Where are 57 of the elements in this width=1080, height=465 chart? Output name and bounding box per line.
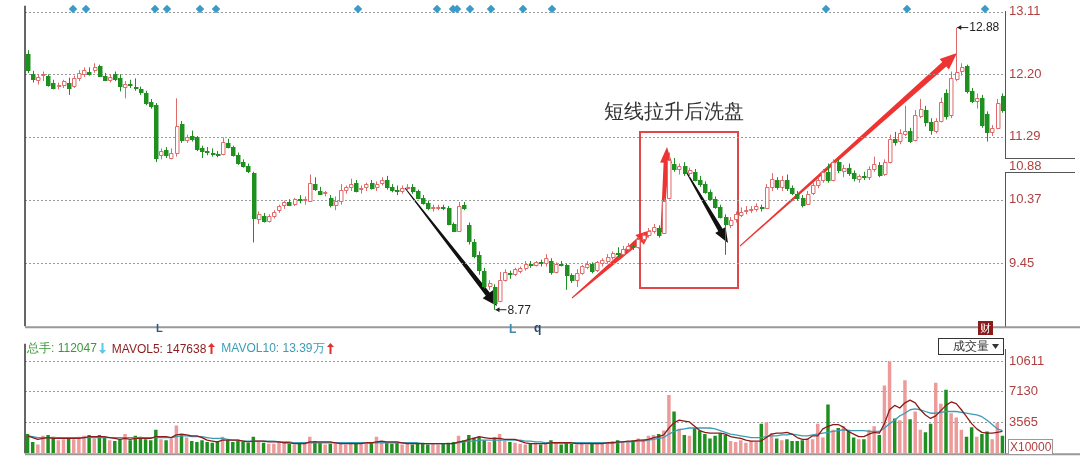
annotation: L: [509, 322, 517, 336]
bar: [400, 444, 404, 454]
y-tick-label: 10.37: [1009, 191, 1042, 207]
bar: [441, 443, 445, 454]
bar: [826, 404, 830, 454]
y-tick-label: 13.11: [1009, 3, 1041, 19]
bar: [128, 440, 132, 454]
bar: [426, 444, 430, 454]
bar: [672, 411, 676, 454]
candlestick: [1001, 92, 1006, 114]
bar: [949, 413, 953, 454]
candlestick: [826, 163, 831, 184]
bar: [164, 440, 168, 454]
annotation: 成交量: [953, 338, 989, 355]
bar: [944, 389, 948, 454]
bar: [975, 436, 979, 454]
candlestick: [924, 105, 929, 127]
bar: [780, 440, 784, 454]
bar: [913, 411, 917, 454]
bar: [169, 438, 173, 454]
bar: [323, 444, 327, 454]
annotation: 财: [978, 321, 993, 335]
bar: [939, 403, 943, 454]
bar: [862, 439, 866, 454]
text: 10.88: [1005, 158, 1075, 173]
bar: [154, 429, 158, 454]
bar: [159, 439, 163, 454]
bar: [821, 437, 825, 454]
y-tick-label: 12.20: [1009, 65, 1042, 81]
annotation: 8.77: [507, 303, 532, 318]
y-tick-label: 3565: [1009, 413, 1038, 429]
annotation: 短线拉升后洗盘: [604, 99, 744, 124]
y-tick-label: 10611: [1009, 352, 1045, 368]
y-tick-label: 9.45: [1009, 254, 1035, 270]
bar: [123, 434, 127, 454]
annotation: MAVOL10: 13.39万: [221, 340, 325, 357]
bar: [559, 444, 563, 454]
y-axis-title: X10000: [1008, 439, 1054, 455]
bar: [544, 443, 548, 454]
bar: [908, 419, 912, 454]
bar: [585, 444, 589, 454]
bar: [677, 428, 681, 454]
annotation: q: [534, 321, 542, 335]
bar: [349, 443, 353, 454]
bar: [857, 439, 861, 454]
bar: [554, 442, 558, 454]
bar: [549, 440, 553, 454]
bar: [990, 439, 994, 454]
y-tick-label: 11.29: [1009, 128, 1041, 144]
annotation: 总手: 112047: [27, 340, 97, 357]
bar: [590, 443, 594, 454]
annotation: MAVOL5: 147638: [111, 341, 207, 356]
y-tick-label: 7130: [1009, 382, 1038, 398]
annotation: 12.88: [969, 19, 1000, 34]
bar: [508, 441, 512, 454]
bar: [831, 429, 835, 454]
annotation: L: [156, 322, 163, 334]
